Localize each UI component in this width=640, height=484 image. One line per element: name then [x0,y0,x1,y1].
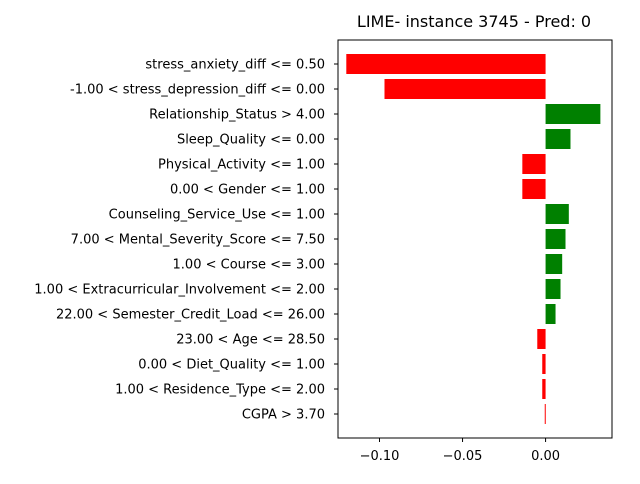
y-tick-label-14: CGPA > 3.70 [242,408,325,423]
bar-9 [545,279,561,299]
x-tick-label-1: −0.05 [443,449,483,464]
y-tick-label-9: 1.00 < Extracurricular_Involvement <= 2.… [34,283,325,298]
bar-6 [545,204,569,224]
bar-1 [384,79,546,99]
x-tick-label-2: 0.00 [531,449,560,464]
y-tick-label-11: 23.00 < Age <= 28.50 [176,333,325,348]
y-tick-label-5: 0.00 < Gender <= 1.00 [170,183,325,198]
bar-2 [545,104,601,124]
bar-13 [542,379,546,399]
bar-7 [545,229,566,249]
y-tick-label-0: stress_anxiety_diff <= 0.50 [145,58,325,73]
y-tick-label-4: Physical_Activity <= 1.00 [158,158,325,173]
bars-group [346,54,601,424]
chart-title: LIME- instance 3745 - Pred: 0 [357,12,591,31]
y-tick-labels-group: stress_anxiety_diff <= 0.50 -1.00 < stres… [34,58,338,423]
y-tick-label-7: 7.00 < Mental_Severity_Score <= 7.50 [71,233,325,248]
y-tick-label-2: Relationship_Status > 4.00 [149,108,325,123]
bar-5 [522,179,546,199]
bar-8 [545,254,563,274]
y-tick-label-12: 0.00 < Diet_Quality <= 1.00 [138,358,325,373]
y-tick-label-8: 1.00 < Course <= 3.00 [173,258,325,273]
y-tick-label-3: Sleep_Quality <= 0.00 [177,133,325,148]
bar-12 [542,354,546,374]
y-tick-label-13: 1.00 < Residence_Type <= 2.00 [115,383,325,398]
bar-14 [544,404,546,424]
x-tick-label-0: −0.10 [360,449,400,464]
bar-3 [545,129,571,149]
plot-frame [337,39,613,439]
bar-0 [346,54,546,74]
y-tick-label-6: Counseling_Service_Use <= 1.00 [109,208,325,223]
bar-4 [522,154,546,174]
bar-11 [537,329,546,349]
y-tick-label-10: 22.00 < Semester_Credit_Load <= 26.00 [56,308,325,323]
y-tick-label-1: -1.00 < stress_depression_diff <= 0.00 [70,83,325,98]
x-axis-group: −0.10 −0.05 0.00 [360,438,560,464]
bar-10 [545,304,556,324]
